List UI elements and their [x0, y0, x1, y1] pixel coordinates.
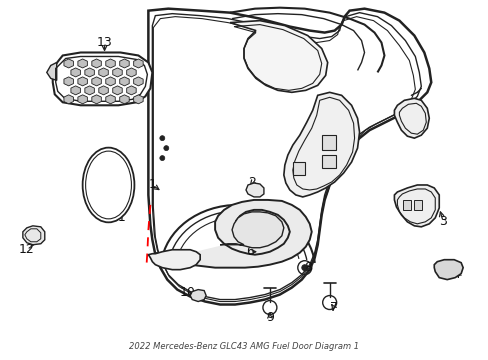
- Text: 3: 3: [438, 215, 446, 228]
- Polygon shape: [105, 77, 115, 86]
- Text: 11: 11: [110, 211, 126, 224]
- Text: 6: 6: [245, 245, 253, 258]
- Ellipse shape: [82, 148, 134, 222]
- Polygon shape: [321, 155, 335, 168]
- Polygon shape: [133, 95, 143, 104]
- Circle shape: [259, 249, 264, 255]
- Polygon shape: [283, 92, 359, 197]
- Text: 8: 8: [303, 261, 311, 274]
- Circle shape: [240, 254, 244, 258]
- Polygon shape: [92, 95, 101, 104]
- Polygon shape: [394, 98, 428, 138]
- Polygon shape: [126, 68, 136, 77]
- Circle shape: [411, 113, 415, 117]
- Polygon shape: [99, 86, 108, 95]
- Polygon shape: [403, 200, 410, 210]
- Polygon shape: [64, 59, 73, 68]
- Text: 13: 13: [97, 36, 112, 49]
- Polygon shape: [53, 53, 152, 105]
- Circle shape: [315, 118, 320, 123]
- Polygon shape: [229, 21, 327, 92]
- Text: 1: 1: [148, 179, 156, 192]
- Polygon shape: [148, 250, 200, 270]
- Polygon shape: [71, 86, 80, 95]
- Circle shape: [176, 258, 180, 261]
- Polygon shape: [78, 95, 87, 104]
- Polygon shape: [71, 68, 80, 77]
- Circle shape: [255, 256, 260, 260]
- Polygon shape: [23, 226, 45, 245]
- Text: 2022 Mercedes-Benz GLC43 AMG Fuel Door Diagram 1: 2022 Mercedes-Benz GLC43 AMG Fuel Door D…: [129, 342, 359, 351]
- Polygon shape: [162, 200, 311, 268]
- Polygon shape: [113, 86, 122, 95]
- Polygon shape: [92, 77, 101, 86]
- Polygon shape: [85, 86, 94, 95]
- Text: 2: 2: [247, 176, 255, 189]
- Polygon shape: [120, 77, 129, 86]
- Polygon shape: [433, 260, 462, 280]
- Polygon shape: [64, 95, 73, 104]
- Circle shape: [315, 143, 320, 148]
- Polygon shape: [126, 86, 136, 95]
- Polygon shape: [321, 135, 335, 150]
- Polygon shape: [148, 9, 430, 305]
- Polygon shape: [245, 183, 264, 197]
- Polygon shape: [47, 62, 57, 80]
- Polygon shape: [78, 77, 87, 86]
- Polygon shape: [133, 77, 143, 86]
- Text: 12: 12: [19, 243, 35, 256]
- Text: 7: 7: [329, 301, 337, 314]
- Polygon shape: [78, 59, 87, 68]
- Polygon shape: [292, 162, 304, 175]
- Text: 9: 9: [265, 311, 273, 324]
- Polygon shape: [105, 59, 115, 68]
- Text: 10: 10: [179, 286, 195, 299]
- Polygon shape: [92, 59, 101, 68]
- Polygon shape: [190, 289, 206, 302]
- Circle shape: [160, 136, 164, 141]
- Text: 4: 4: [451, 268, 459, 281]
- Polygon shape: [64, 77, 73, 86]
- Polygon shape: [120, 59, 129, 68]
- Polygon shape: [99, 68, 108, 77]
- Circle shape: [163, 146, 168, 150]
- Polygon shape: [85, 68, 94, 77]
- Circle shape: [271, 252, 275, 256]
- Circle shape: [285, 246, 289, 250]
- Polygon shape: [220, 212, 283, 248]
- Circle shape: [160, 156, 164, 161]
- Circle shape: [301, 265, 307, 271]
- Circle shape: [161, 258, 163, 261]
- Polygon shape: [113, 68, 122, 77]
- Polygon shape: [413, 200, 422, 210]
- Polygon shape: [120, 95, 129, 104]
- Polygon shape: [133, 59, 143, 68]
- Polygon shape: [394, 185, 438, 227]
- Text: 5: 5: [418, 122, 427, 135]
- Circle shape: [415, 213, 418, 217]
- Polygon shape: [105, 95, 115, 104]
- Circle shape: [411, 123, 415, 127]
